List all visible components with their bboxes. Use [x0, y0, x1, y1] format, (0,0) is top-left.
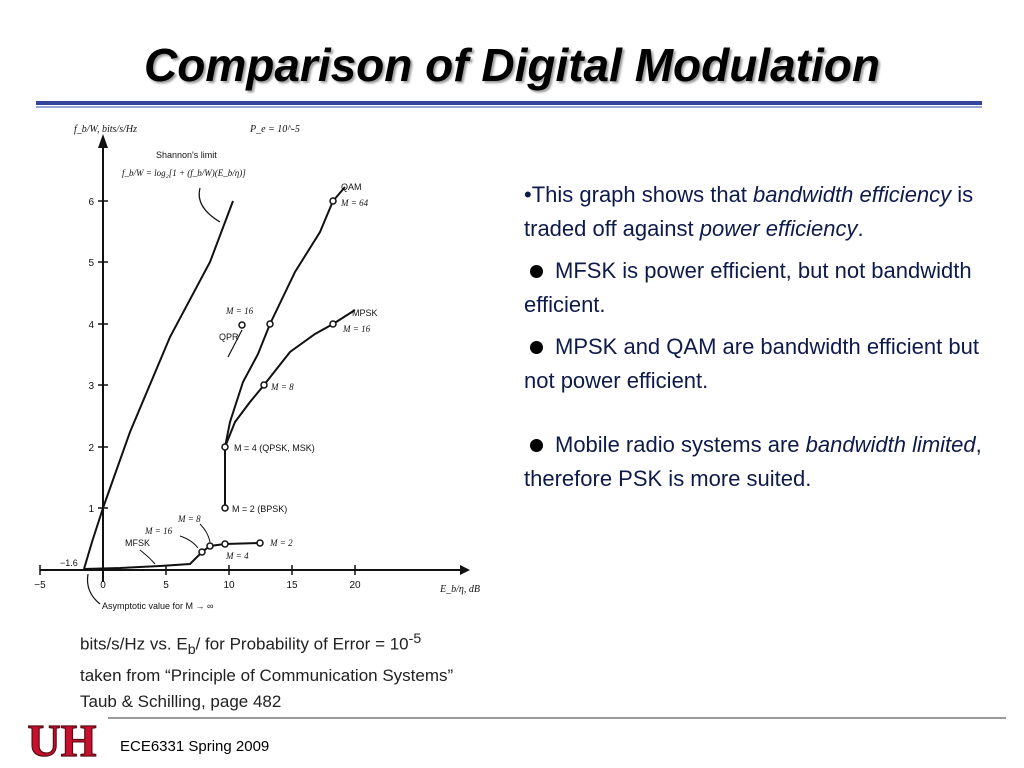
y-tick-label: 1: [88, 504, 94, 515]
x-tick-label: 5: [163, 580, 169, 591]
bullet-4: Mobile radio systems are bandwidth limit…: [524, 432, 982, 491]
y-tick-label: 2: [88, 443, 94, 454]
qpr-label: QPR: [219, 332, 239, 342]
x-tick-label: 15: [286, 580, 298, 591]
psk-m4-point: [221, 443, 229, 451]
uh-logo-text: UH: [28, 715, 97, 766]
caption-line-1: bits/s/Hz vs. Eb/ for Probability of Err…: [80, 631, 422, 659]
qam-m64-point: [329, 197, 337, 205]
mfsk-m4-point: [221, 540, 229, 548]
mpsk-m16-label: M = 16: [342, 324, 371, 334]
asymptote-value: −1.6: [60, 558, 78, 568]
x-axis-label: E_b/η, dB: [439, 584, 480, 595]
qam-m64-label: M = 64: [340, 198, 369, 208]
graph-caption: bits/s/Hz vs. Eb/ for Probability of Err…: [80, 626, 510, 715]
bullet-3: MPSK and QAM are bandwidth efficient but…: [524, 334, 979, 393]
qam-m16-point: [266, 320, 274, 328]
psk-m2-label: M = 2 (BPSK): [232, 504, 287, 514]
psk-m2-point: [221, 504, 229, 512]
qam-m16-label: M = 16: [225, 306, 254, 316]
footer-divider: [108, 717, 1006, 719]
bullet-2: MFSK is power efficient, but not bandwid…: [524, 258, 972, 317]
mfsk-m16-label: M = 16: [144, 526, 173, 536]
uh-logo: UH: [27, 714, 97, 766]
mfsk-m8-pointer: [199, 523, 211, 543]
title-underline-shadow: [36, 106, 982, 108]
bullet-dot-icon: [530, 340, 543, 354]
shannon-label: Shannon's limit: [156, 150, 217, 160]
asymptote-label: Asymptotic value for M → ∞: [102, 601, 213, 611]
qpr-line: [227, 329, 243, 358]
mfsk-m16-pointer: [179, 535, 199, 549]
shannon-formula: f_b/W = log₂[1 + (f_b/W)(E_b/η)]: [122, 168, 246, 178]
x-tick-label: 0: [100, 580, 106, 591]
mfsk-m2-point: [256, 539, 264, 547]
y-tick-label: 5: [88, 258, 94, 269]
x-tick-label: 10: [223, 580, 235, 591]
mpsk-m8-point: [260, 381, 268, 389]
title-underline: [36, 101, 982, 105]
bullet-dot-icon: [530, 264, 543, 278]
pe-label: P_e = 10^-5: [249, 124, 300, 135]
footer-course-label: ECE6331 Spring 2009: [120, 738, 270, 755]
y-axis-arrow-icon: [98, 134, 108, 148]
slide-title: Comparison of Digital Modulation: [144, 39, 880, 91]
mfsk-m4-label: M = 4: [225, 551, 249, 561]
bullet-dot-icon: [530, 438, 543, 452]
qpr-point: [238, 321, 246, 329]
y-tick-label: 6: [88, 197, 94, 208]
caption-line-3: Taub & Schilling, page 482: [80, 692, 282, 712]
qam-label: QAM: [341, 182, 362, 192]
x-axis-arrow-icon: [460, 565, 470, 575]
y-tick-label: 4: [88, 320, 94, 331]
qam-curve: [224, 186, 346, 448]
modulation-efficiency-graph: −5 0 5 10 15 20 1 2 3 4 5 6 f_b/W, bits/…: [34, 124, 480, 611]
mfsk-pointer: [139, 549, 156, 565]
mpsk-m16-point: [329, 320, 337, 328]
mfsk-m2-label: M = 2: [269, 538, 293, 548]
x-tick-label: 20: [349, 580, 361, 591]
bullet-list: •This graph shows that bandwidth efficie…: [524, 178, 1004, 504]
psk-m4-label: M = 4 (QPSK, MSK): [234, 443, 315, 453]
mfsk-m16-point: [198, 548, 206, 556]
mfsk-m8-label: M = 8: [177, 514, 201, 524]
mpsk-label: MPSK: [352, 308, 378, 318]
bullet-1: •This graph shows that bandwidth efficie…: [524, 182, 974, 241]
shannon-limit-curve: [83, 200, 234, 570]
x-tick-label: −5: [34, 580, 46, 591]
asymptote-arrow: [86, 573, 101, 605]
caption-line-2: taken from “Principle of Communication S…: [80, 666, 454, 686]
mfsk-m8-point: [206, 542, 214, 550]
mfsk-label: MFSK: [125, 538, 150, 548]
y-axis-label: f_b/W, bits/s/Hz: [74, 124, 137, 135]
y-tick-label: 3: [88, 381, 94, 392]
shannon-pointer-arrow: [198, 187, 221, 223]
mpsk-m8-label: M = 8: [270, 382, 294, 392]
